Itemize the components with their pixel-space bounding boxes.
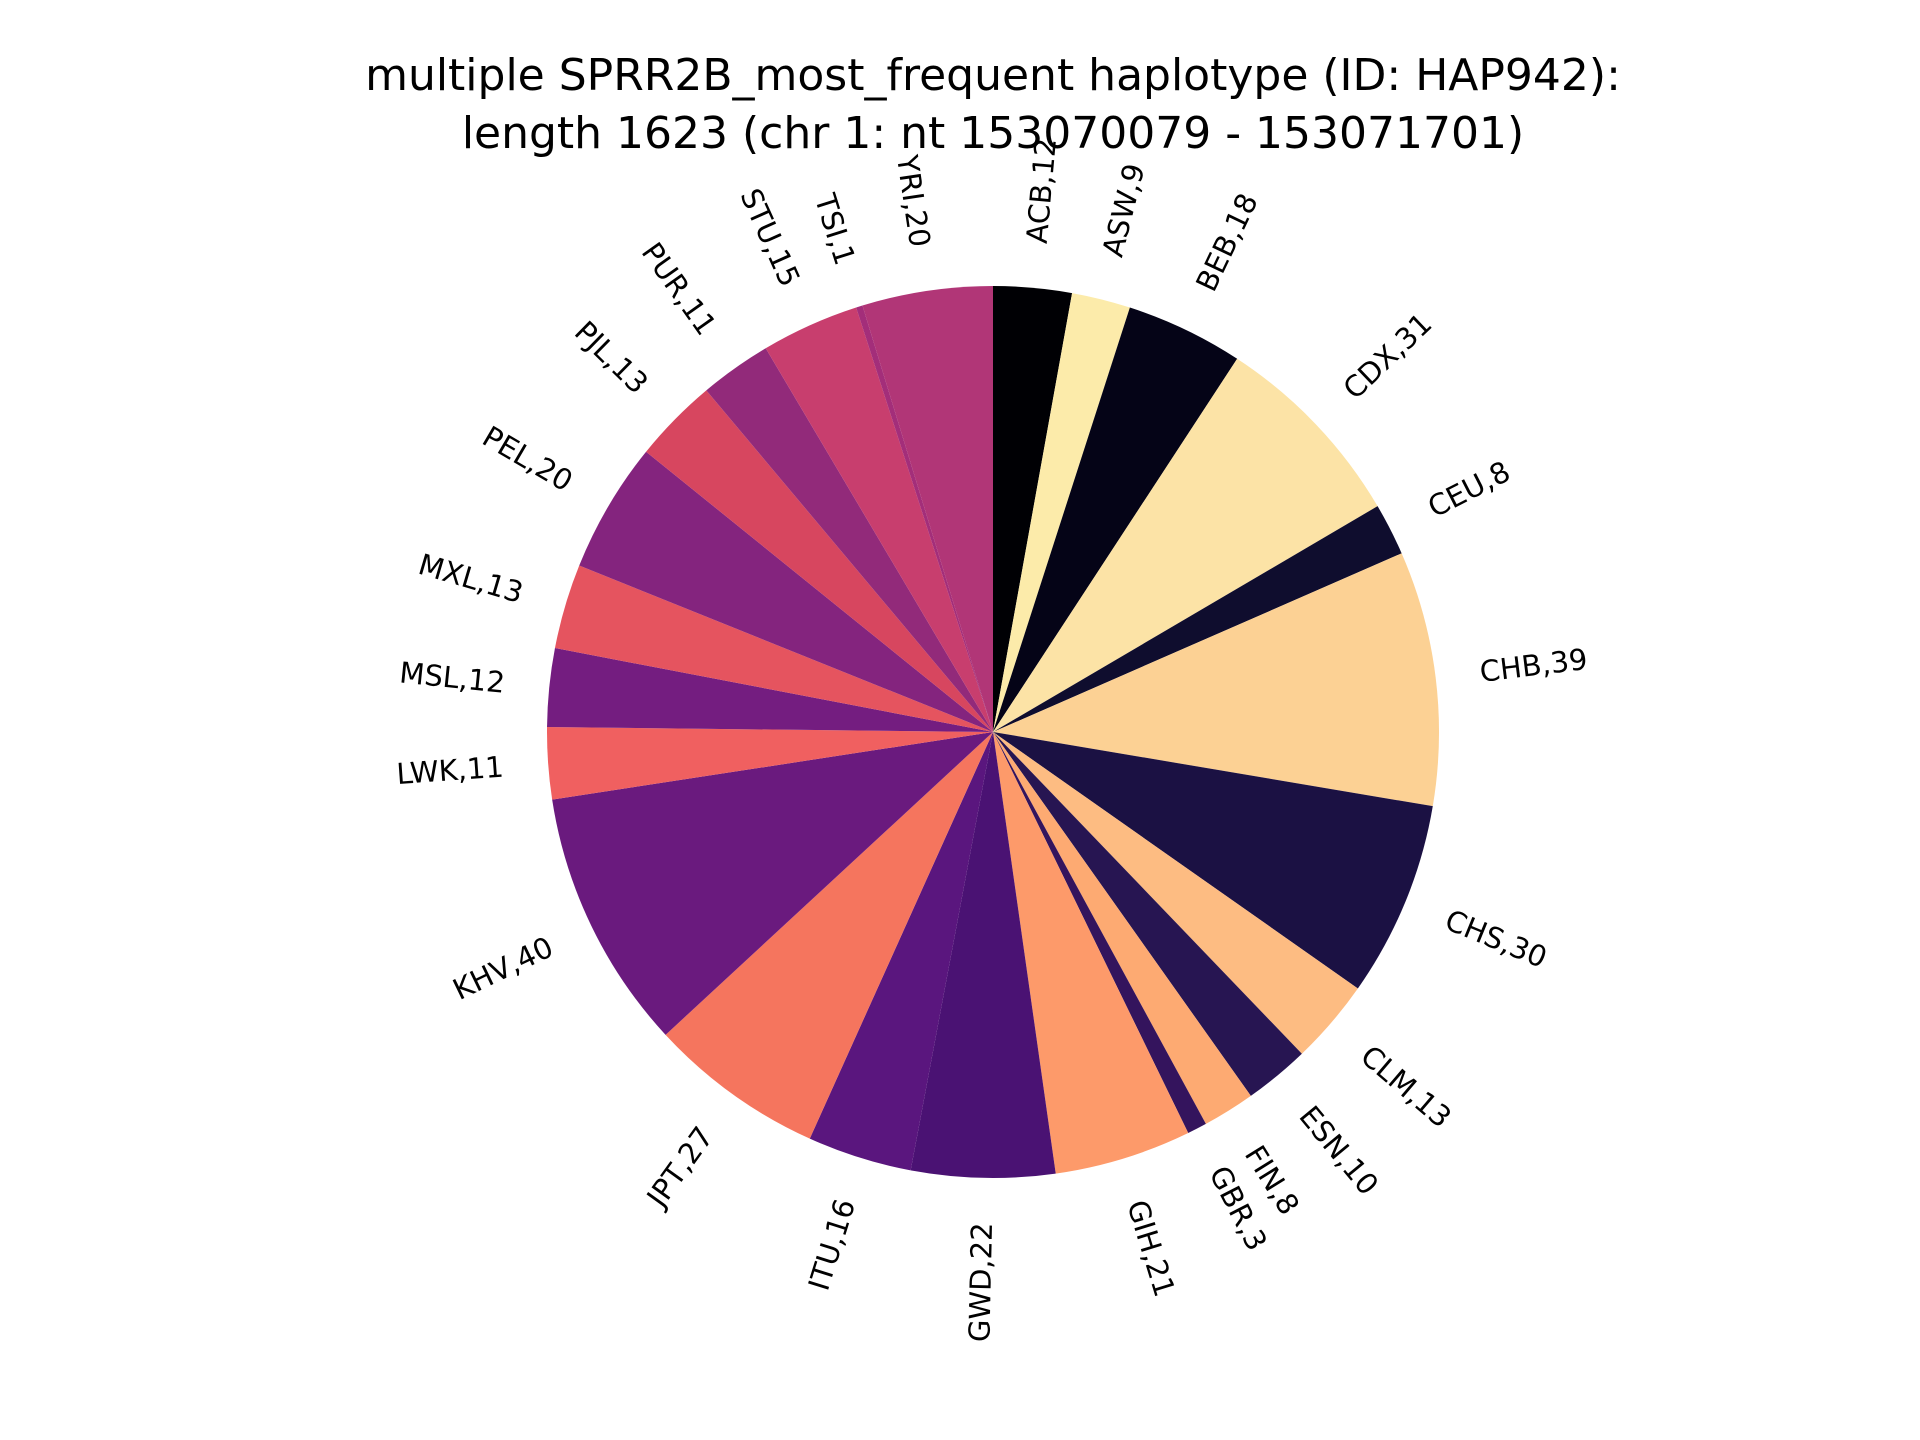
pie-slice-chs xyxy=(993,732,1433,989)
pie-slice-gih xyxy=(993,732,1189,1174)
pie-label-esn: ESN,10 xyxy=(1292,1099,1385,1201)
pie-slice-msl xyxy=(547,648,993,732)
pie-slice-ceu xyxy=(993,506,1402,732)
pie-label-clm: CLM,13 xyxy=(1354,1039,1458,1135)
pie-label-beb: BEB,18 xyxy=(1189,188,1265,297)
pie-slice-pjl xyxy=(646,390,993,732)
pie-slice-clm xyxy=(993,732,1358,1054)
pie-label-pel: PEL,20 xyxy=(477,419,579,498)
pie-label-chb: CHB,39 xyxy=(1478,642,1589,689)
pie-label-pur: PUR,11 xyxy=(635,236,723,341)
pie-slice-pur xyxy=(706,348,993,732)
pie-label-msl: MSL,12 xyxy=(398,655,507,699)
pie-label-gih: GIH,21 xyxy=(1120,1196,1181,1301)
pie-slice-lwk xyxy=(546,727,993,800)
pie-slice-tsi xyxy=(856,305,993,732)
pie-label-itu: ITU,16 xyxy=(802,1195,863,1295)
pie-slice-chb xyxy=(993,553,1439,807)
pie-label-cdx: CDX,31 xyxy=(1336,306,1438,406)
pie-label-ceu: CEU,8 xyxy=(1422,454,1515,524)
pie-slice-gwd xyxy=(910,732,1056,1179)
pie-slice-stu xyxy=(765,307,993,732)
pie-slices xyxy=(546,286,1439,1179)
pie-slice-esn xyxy=(993,732,1302,1096)
pie-slice-fin xyxy=(993,732,1251,1124)
pie-slice-cdx xyxy=(993,358,1378,732)
pie-slice-asw xyxy=(993,293,1130,732)
pie-label-tsi: TSI,1 xyxy=(808,189,862,269)
pie-label-gwd: GWD,22 xyxy=(962,1222,999,1342)
pie-slice-jpt xyxy=(665,732,993,1139)
chart-title-line-1: multiple SPRR2B_most_frequent haplotype … xyxy=(365,50,1621,101)
pie-slice-acb xyxy=(993,286,1073,732)
pie-slice-itu xyxy=(809,732,993,1171)
pie-slice-yri xyxy=(862,286,993,732)
pie-slice-beb xyxy=(993,307,1238,732)
chart-title-line-2: length 1623 (chr 1: nt 153070079 - 15307… xyxy=(462,108,1524,159)
pie-slice-mxl xyxy=(554,565,993,732)
pie-label-lwk: LWK,11 xyxy=(395,750,504,791)
pie-label-chs: CHS,30 xyxy=(1440,903,1552,975)
pie-label-pjl: PJL,13 xyxy=(568,314,655,400)
pie-label-asw: ASW,9 xyxy=(1096,160,1152,260)
pie-slice-gbr xyxy=(993,732,1206,1134)
pie-slice-khv xyxy=(552,732,993,1035)
pie-label-stu: STU,15 xyxy=(733,183,807,291)
pie-slice-pel xyxy=(579,451,993,732)
pie-label-khv: KHV,40 xyxy=(448,930,559,1007)
pie-label-jpt: JPT,27 xyxy=(639,1120,720,1214)
pie-label-mxl: MXL,13 xyxy=(415,547,527,610)
pie-label-yri: YRI,20 xyxy=(890,152,937,250)
